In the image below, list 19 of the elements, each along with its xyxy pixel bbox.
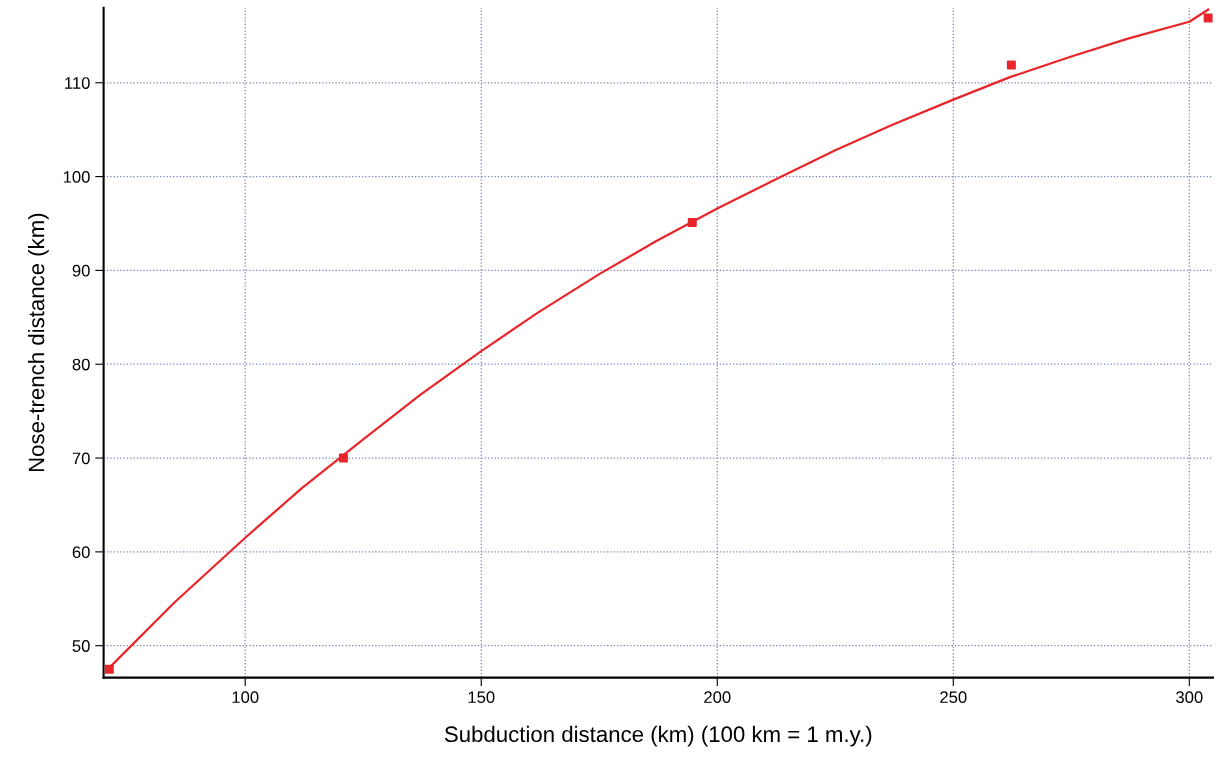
y-tick-label: 70: [72, 452, 90, 465]
point: [104, 664, 114, 674]
x-tick-label: 300: [1176, 691, 1203, 704]
x-tick-label: 200: [704, 691, 731, 704]
x-axis-title: Subduction distance (km) (100 km = 1 m.y.): [444, 725, 872, 747]
x-tick-label: 250: [940, 691, 967, 704]
point: [1006, 60, 1016, 70]
y-tick-label: 50: [72, 640, 90, 652]
point: [687, 218, 697, 228]
point: [338, 453, 348, 463]
y-tick-label: 110: [65, 77, 90, 89]
x-tick-label: 100: [232, 691, 259, 704]
y-axis-title: Nose-trench distance (km): [28, 213, 49, 472]
y-tick-label: 90: [72, 264, 90, 277]
y-tick-label: 100: [63, 170, 90, 183]
y-tick-label: 60: [72, 546, 90, 559]
y-tick-label: 80: [72, 358, 90, 371]
point: [1203, 13, 1213, 23]
x-tick-label: 150: [468, 691, 495, 704]
